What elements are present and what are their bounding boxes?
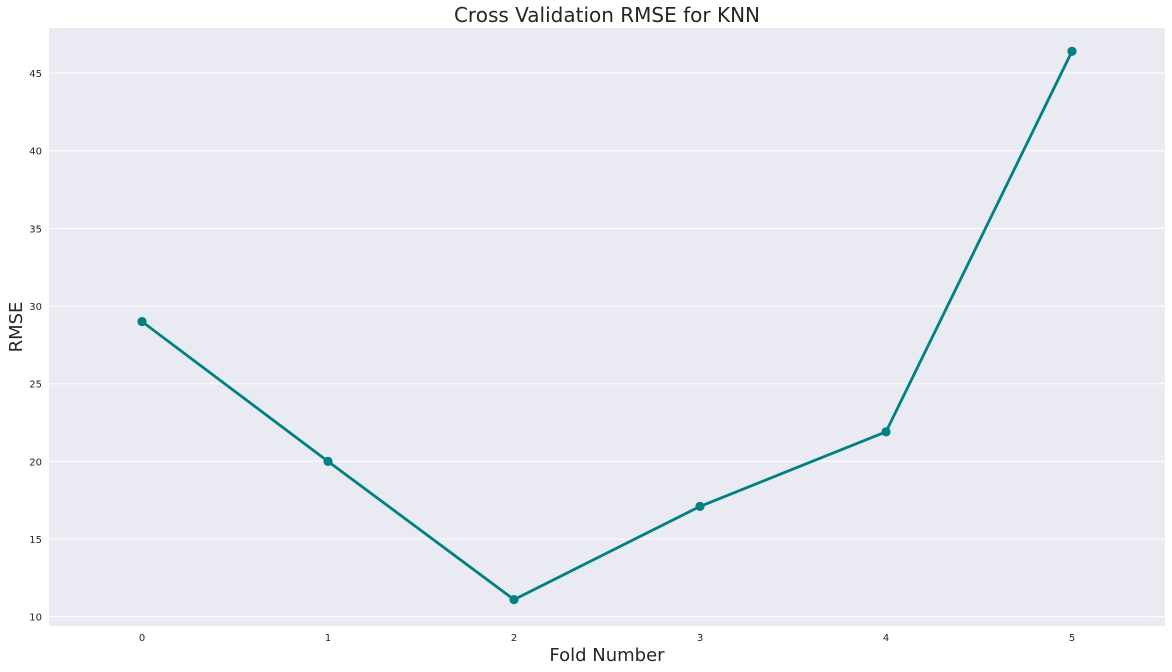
y-tick-label: 20 <box>29 457 42 468</box>
x-tick-label: 4 <box>883 633 889 644</box>
y-tick-label: 15 <box>29 535 42 546</box>
grid-lines <box>49 72 1165 618</box>
x-tick-label: 2 <box>511 633 517 644</box>
data-point <box>137 316 147 327</box>
x-tick-label: 1 <box>325 633 331 644</box>
series-line <box>141 50 1074 601</box>
y-tick-label: 30 <box>29 302 42 313</box>
y-tick-label: 45 <box>29 69 42 80</box>
data-points <box>137 46 1077 605</box>
y-axis-label: RMSE <box>6 302 27 353</box>
data-point <box>881 427 891 437</box>
y-tick-label: 35 <box>29 224 42 235</box>
data-point <box>1067 46 1077 56</box>
x-tick-label: 5 <box>1069 633 1075 644</box>
x-tick-label: 3 <box>697 633 703 644</box>
plot-background <box>49 28 1165 626</box>
data-point <box>509 594 519 605</box>
y-tick-label: 10 <box>29 613 42 624</box>
y-tick-label: 25 <box>29 380 42 391</box>
x-axis-label: Fold Number <box>549 645 665 666</box>
data-point <box>323 456 333 466</box>
chart-title: Cross Validation RMSE for KNN <box>454 3 760 27</box>
x-tick-label: 0 <box>139 633 145 644</box>
data-point <box>695 501 705 511</box>
y-tick-label: 40 <box>29 147 42 158</box>
